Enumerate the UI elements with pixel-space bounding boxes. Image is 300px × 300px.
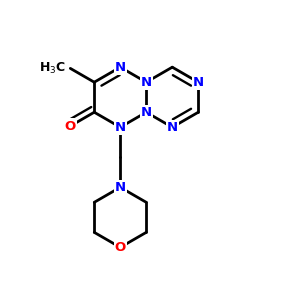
Text: N: N bbox=[115, 181, 126, 194]
Text: N: N bbox=[115, 61, 126, 74]
Text: N: N bbox=[141, 76, 152, 89]
Text: N: N bbox=[167, 121, 178, 134]
Text: N: N bbox=[115, 121, 126, 134]
Text: N: N bbox=[193, 76, 204, 89]
Text: O: O bbox=[115, 241, 126, 254]
Text: H$_3$C: H$_3$C bbox=[39, 61, 66, 76]
Text: N: N bbox=[141, 106, 152, 119]
Text: O: O bbox=[65, 119, 76, 133]
